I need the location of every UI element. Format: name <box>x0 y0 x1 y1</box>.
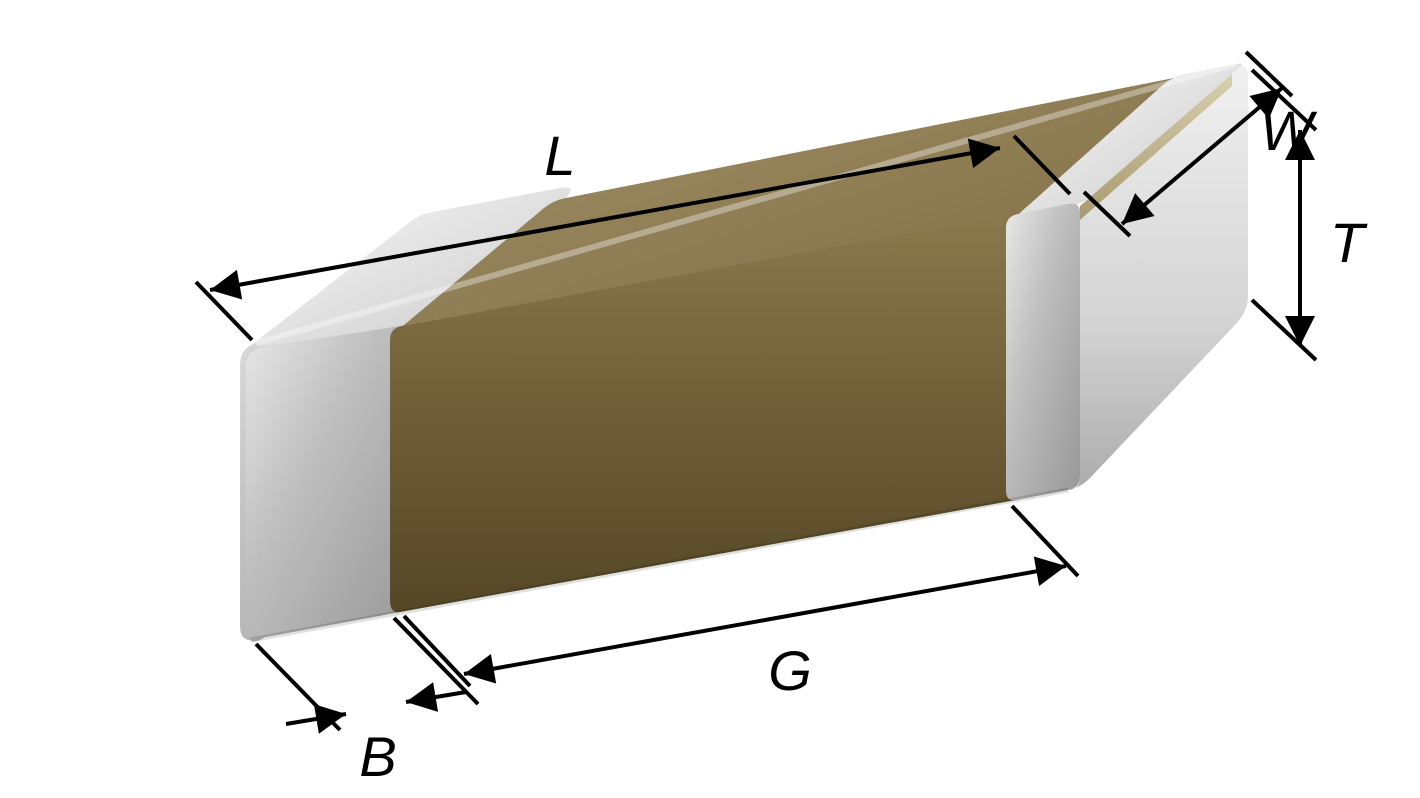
label-T: T <box>1330 211 1368 274</box>
label-G: G <box>768 639 812 702</box>
label-B: B <box>359 725 396 788</box>
component-body <box>240 64 1248 642</box>
component-dimension-diagram: L W T G B <box>0 0 1420 798</box>
label-W: W <box>1260 99 1318 162</box>
label-L: L <box>544 124 575 187</box>
